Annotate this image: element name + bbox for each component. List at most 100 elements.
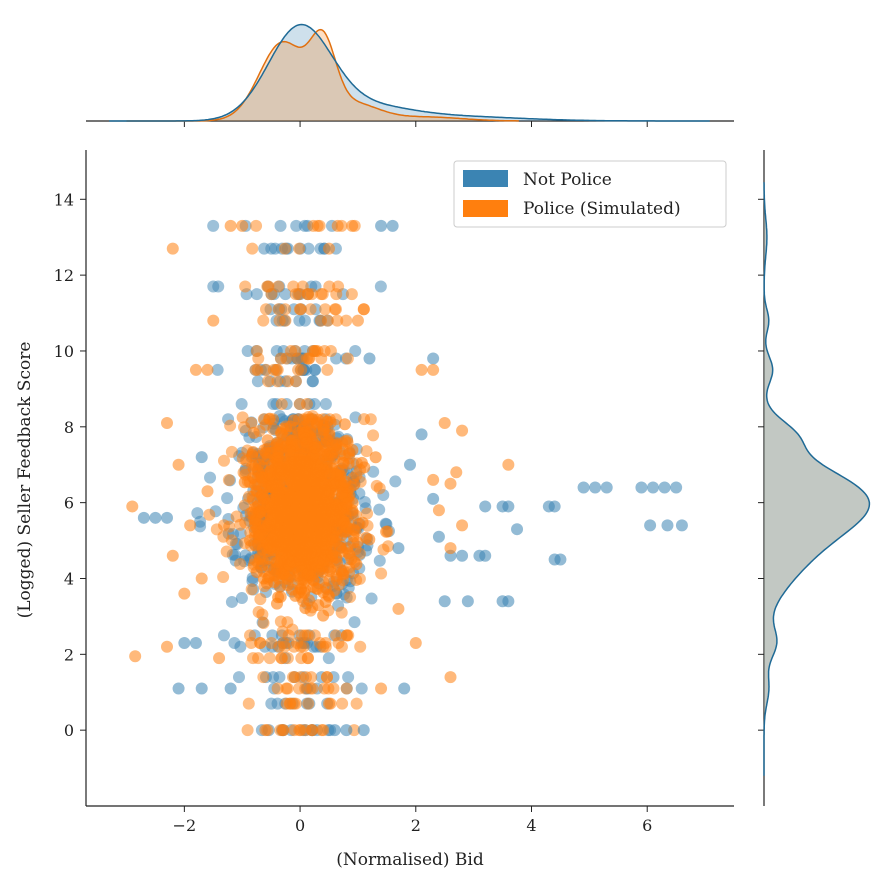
point-police-simulated — [302, 697, 315, 710]
point-police-simulated — [375, 682, 388, 695]
y-tick-label: 12 — [54, 266, 74, 285]
point-police-simulated — [339, 475, 352, 488]
point-police-simulated — [338, 418, 351, 431]
point-police-simulated — [241, 724, 254, 737]
point-police-simulated — [312, 530, 325, 543]
point-police-simulated — [321, 314, 334, 327]
point-police-simulated — [289, 344, 302, 357]
point-police-simulated — [319, 478, 332, 491]
point-police-simulated — [318, 514, 331, 527]
point-not-police — [456, 549, 469, 562]
point-police-simulated — [502, 458, 515, 471]
point-not-police — [389, 475, 402, 488]
point-police-simulated — [315, 352, 328, 365]
point-not-police — [358, 495, 371, 508]
point-police-simulated — [278, 242, 291, 255]
point-not-police — [461, 595, 474, 608]
point-police-simulated — [321, 363, 334, 376]
marginal-x-kde-fill-police-simulated — [126, 29, 520, 122]
point-not-police — [235, 592, 248, 605]
y-tick-label: 0 — [64, 721, 74, 740]
point-police-simulated — [302, 567, 315, 580]
point-not-police — [349, 344, 362, 357]
point-police-simulated — [239, 280, 252, 293]
point-police-simulated — [317, 640, 330, 653]
point-police-simulated — [331, 314, 344, 327]
point-police-simulated — [250, 219, 263, 232]
point-not-police — [328, 724, 341, 737]
point-police-simulated — [307, 486, 320, 499]
point-police-simulated — [336, 697, 349, 710]
point-police-simulated — [293, 682, 306, 695]
point-police-simulated — [246, 459, 259, 472]
point-not-police — [265, 697, 278, 710]
point-police-simulated — [377, 543, 390, 556]
point-not-police — [189, 636, 202, 649]
point-police-simulated — [218, 519, 231, 532]
point-police-simulated — [318, 682, 331, 695]
point-police-simulated — [247, 446, 260, 459]
point-not-police — [340, 724, 353, 737]
point-police-simulated — [392, 602, 405, 615]
point-police-simulated — [289, 375, 302, 388]
point-police-simulated — [271, 682, 284, 695]
point-police-simulated — [352, 517, 365, 530]
point-police-simulated — [288, 478, 301, 491]
point-police-simulated — [308, 629, 321, 642]
point-police-simulated — [317, 609, 330, 622]
point-not-police — [241, 344, 254, 357]
x-tick-label: −2 — [173, 816, 197, 835]
point-police-simulated — [293, 303, 306, 316]
point-not-police — [635, 481, 648, 494]
point-police-simulated — [354, 640, 367, 653]
point-police-simulated — [288, 724, 301, 737]
point-not-police — [267, 398, 280, 411]
point-police-simulated — [250, 344, 263, 357]
point-police-simulated — [271, 535, 284, 548]
point-not-police — [511, 523, 524, 536]
point-police-simulated — [259, 724, 272, 737]
point-not-police — [298, 314, 311, 327]
point-police-simulated — [282, 519, 295, 532]
point-police-simulated — [375, 567, 388, 580]
point-police-simulated — [283, 444, 296, 457]
point-police-simulated — [290, 491, 303, 504]
x-tick-label: 2 — [411, 816, 421, 835]
point-police-simulated — [311, 219, 324, 232]
point-police-simulated — [274, 352, 287, 365]
point-police-simulated — [335, 606, 348, 619]
point-not-police — [251, 375, 264, 388]
point-police-simulated — [323, 468, 336, 481]
point-police-simulated — [323, 697, 335, 710]
marginal-y-kde-line — [763, 182, 871, 776]
point-police-simulated — [246, 242, 259, 255]
point-police-simulated — [355, 456, 368, 469]
point-not-police — [235, 398, 248, 411]
point-not-police — [600, 481, 613, 494]
point-police-simulated — [201, 363, 214, 376]
x-axis-title: (Normalised) Bid — [336, 850, 484, 870]
scatter-points — [126, 219, 688, 737]
point-not-police — [348, 616, 361, 629]
point-police-simulated — [300, 436, 313, 449]
point-police-simulated — [350, 697, 363, 710]
point-police-simulated — [244, 629, 257, 642]
point-police-simulated — [217, 454, 230, 467]
point-police-simulated — [276, 724, 289, 737]
point-police-simulated — [323, 242, 335, 255]
main-axes: −2 0 2 4 6 0 2 4 6 8 10 12 14 — [54, 150, 734, 835]
point-police-simulated — [270, 484, 283, 497]
point-not-police — [204, 471, 217, 484]
point-police-simulated — [172, 458, 185, 471]
point-not-police — [479, 500, 492, 513]
y-tick-label: 14 — [54, 190, 74, 209]
point-police-simulated — [341, 542, 354, 555]
point-police-simulated — [166, 549, 179, 562]
point-police-simulated — [242, 697, 255, 710]
point-police-simulated — [320, 671, 333, 684]
point-police-simulated — [251, 485, 264, 498]
point-police-simulated — [161, 640, 173, 653]
point-not-police — [322, 652, 335, 665]
point-police-simulated — [293, 242, 306, 255]
point-police-simulated — [273, 554, 286, 567]
